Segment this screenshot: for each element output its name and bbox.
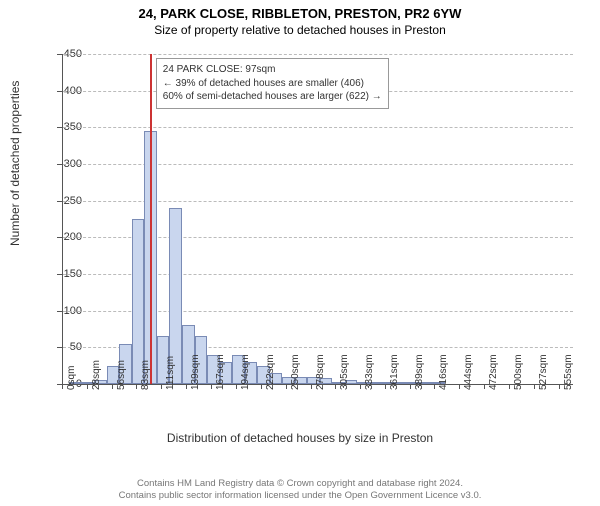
chart-container: Number of detached properties 0501001502…	[0, 46, 600, 446]
gridline	[63, 164, 573, 165]
gridline	[63, 201, 573, 202]
x-tick-label: 194sqm	[240, 354, 251, 390]
x-tick	[484, 384, 485, 389]
gridline	[63, 54, 573, 55]
x-tick-label: 444sqm	[463, 354, 474, 390]
x-tick	[459, 384, 460, 389]
x-tick	[360, 384, 361, 389]
annotation-line-1: 24 PARK CLOSE: 97sqm	[163, 63, 382, 77]
x-tick	[112, 384, 113, 389]
x-tick-label: 361sqm	[389, 354, 400, 390]
x-tick	[211, 384, 212, 389]
x-tick	[410, 384, 411, 389]
x-tick-label: 333sqm	[364, 354, 375, 390]
x-tick-label: 28sqm	[91, 360, 102, 390]
x-tick-label: 139sqm	[190, 354, 201, 390]
x-tick	[87, 384, 88, 389]
footer-line-2: Contains public sector information licen…	[0, 490, 600, 502]
x-tick-label: 555sqm	[563, 354, 574, 390]
x-tick-label: 472sqm	[488, 354, 499, 390]
x-tick-label: 305sqm	[339, 354, 350, 390]
x-tick-label: 527sqm	[538, 354, 549, 390]
page-title: 24, PARK CLOSE, RIBBLETON, PRESTON, PR2 …	[0, 6, 600, 21]
x-tick	[385, 384, 386, 389]
x-axis-label: Distribution of detached houses by size …	[0, 431, 600, 445]
marker-line	[150, 54, 152, 384]
x-tick-label: 500sqm	[513, 354, 524, 390]
x-tick	[261, 384, 262, 389]
x-tick	[161, 384, 162, 389]
x-tick	[559, 384, 560, 389]
x-tick	[509, 384, 510, 389]
plot-area: 24 PARK CLOSE: 97sqm ← 39% of detached h…	[62, 54, 573, 385]
x-tick-label: 416sqm	[438, 354, 449, 390]
x-tick-label: 250sqm	[290, 354, 301, 390]
annotation-line-3: 60% of semi-detached houses are larger (…	[163, 90, 382, 104]
x-tick	[534, 384, 535, 389]
footer-attribution: Contains HM Land Registry data © Crown c…	[0, 478, 600, 502]
x-tick	[186, 384, 187, 389]
x-tick	[236, 384, 237, 389]
x-tick	[136, 384, 137, 389]
x-tick	[311, 384, 312, 389]
x-tick-label: 389sqm	[414, 354, 425, 390]
annotation-line-2: ← 39% of detached houses are smaller (40…	[163, 77, 382, 91]
annotation-box: 24 PARK CLOSE: 97sqm ← 39% of detached h…	[156, 58, 389, 109]
x-tick	[434, 384, 435, 389]
footer-line-1: Contains HM Land Registry data © Crown c…	[0, 478, 600, 490]
y-axis-label: Number of detached properties	[8, 81, 22, 246]
x-tick-label: 0sqm	[66, 366, 77, 390]
x-tick-label: 83sqm	[140, 360, 151, 390]
x-tick-label: 278sqm	[315, 354, 326, 390]
gridline	[63, 127, 573, 128]
x-tick	[335, 384, 336, 389]
x-tick	[62, 384, 63, 389]
page-subtitle: Size of property relative to detached ho…	[0, 23, 600, 37]
x-tick-label: 222sqm	[265, 354, 276, 390]
x-tick-label: 56sqm	[116, 360, 127, 390]
x-tick-label: 167sqm	[215, 354, 226, 390]
x-tick-label: 111sqm	[165, 356, 176, 390]
x-tick	[286, 384, 287, 389]
